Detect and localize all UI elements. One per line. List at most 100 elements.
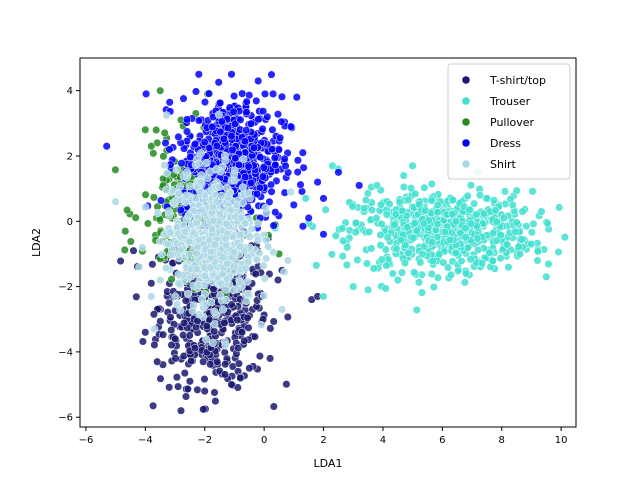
data-point	[167, 275, 176, 284]
legend-label: Trouser	[489, 95, 531, 108]
data-point	[250, 143, 259, 152]
data-point	[162, 111, 171, 120]
scatter-points	[102, 70, 569, 415]
data-point	[319, 194, 328, 203]
data-point	[177, 159, 186, 168]
data-point	[181, 198, 190, 207]
data-point	[236, 115, 245, 124]
data-point	[206, 297, 216, 306]
data-point	[129, 246, 138, 255]
data-point	[244, 162, 253, 171]
data-point	[152, 125, 161, 135]
data-point	[165, 383, 174, 392]
data-point	[223, 183, 232, 192]
data-point	[466, 219, 476, 228]
data-point	[267, 187, 276, 196]
data-point	[230, 92, 239, 101]
data-point	[180, 369, 189, 378]
data-point	[164, 207, 173, 216]
data-point	[411, 189, 420, 198]
data-point	[208, 202, 217, 211]
data-point	[528, 187, 537, 196]
data-point	[271, 160, 280, 170]
data-point	[514, 242, 523, 251]
data-point	[171, 334, 180, 343]
legend-marker	[461, 138, 471, 148]
data-point	[182, 115, 192, 124]
data-point	[189, 301, 198, 310]
data-point	[176, 306, 185, 315]
data-point	[210, 307, 219, 316]
data-point	[179, 351, 188, 361]
data-point	[245, 364, 254, 373]
data-point	[241, 137, 250, 146]
x-axis-label: LDA1	[314, 457, 343, 470]
data-point	[399, 171, 408, 180]
data-point	[410, 268, 419, 277]
data-point	[276, 133, 285, 142]
data-point	[192, 249, 201, 258]
x-axis-ticks: −6 −4 −2 0 2 4 6 8 10	[79, 427, 568, 446]
data-point	[254, 76, 263, 85]
data-point	[543, 219, 552, 228]
data-point	[233, 315, 242, 324]
data-point	[266, 324, 275, 333]
data-point	[252, 96, 261, 105]
data-point	[512, 218, 521, 227]
data-point	[253, 219, 262, 228]
data-point	[269, 248, 278, 257]
data-point	[428, 256, 437, 266]
data-point	[143, 219, 152, 228]
data-point	[227, 380, 236, 389]
data-point	[392, 244, 401, 253]
data-point	[120, 245, 129, 254]
data-point	[376, 241, 385, 250]
data-point	[242, 107, 251, 117]
data-point	[192, 264, 201, 274]
data-point	[149, 149, 158, 158]
y-tick-label: 2	[67, 151, 73, 162]
data-point	[159, 152, 168, 161]
legend-label: Shirt	[490, 158, 517, 171]
data-point	[355, 181, 364, 190]
data-point	[242, 126, 251, 135]
data-point	[404, 195, 413, 204]
data-point	[412, 305, 421, 314]
data-point	[397, 268, 407, 277]
data-point	[187, 356, 196, 366]
data-point	[141, 190, 150, 199]
data-point	[222, 295, 231, 304]
data-point	[147, 279, 156, 288]
data-point	[149, 401, 158, 410]
data-point	[182, 168, 191, 177]
data-point	[289, 200, 298, 209]
data-point	[338, 252, 347, 261]
data-point	[251, 269, 260, 278]
data-point	[367, 205, 377, 215]
data-point	[339, 236, 348, 245]
data-point	[234, 359, 243, 368]
data-point	[174, 279, 183, 288]
y-axis-ticks: −6 −4 −2 0 2 4	[58, 86, 80, 424]
data-point	[210, 388, 219, 397]
data-point	[518, 207, 527, 216]
data-point	[208, 122, 217, 131]
data-point	[165, 98, 174, 107]
data-point	[433, 273, 443, 282]
data-point	[214, 110, 223, 119]
data-point	[334, 168, 343, 177]
data-point	[205, 236, 214, 245]
legend-label: Pullover	[490, 116, 535, 129]
data-point	[162, 169, 171, 178]
data-point	[418, 249, 427, 259]
data-point	[286, 122, 295, 131]
data-point	[141, 328, 150, 337]
data-point	[544, 259, 553, 269]
legend-marker	[461, 117, 471, 127]
data-point	[313, 178, 322, 187]
data-point	[238, 199, 247, 208]
data-point	[166, 228, 175, 237]
data-point	[454, 266, 463, 275]
data-point	[138, 243, 147, 252]
data-point	[227, 132, 236, 141]
